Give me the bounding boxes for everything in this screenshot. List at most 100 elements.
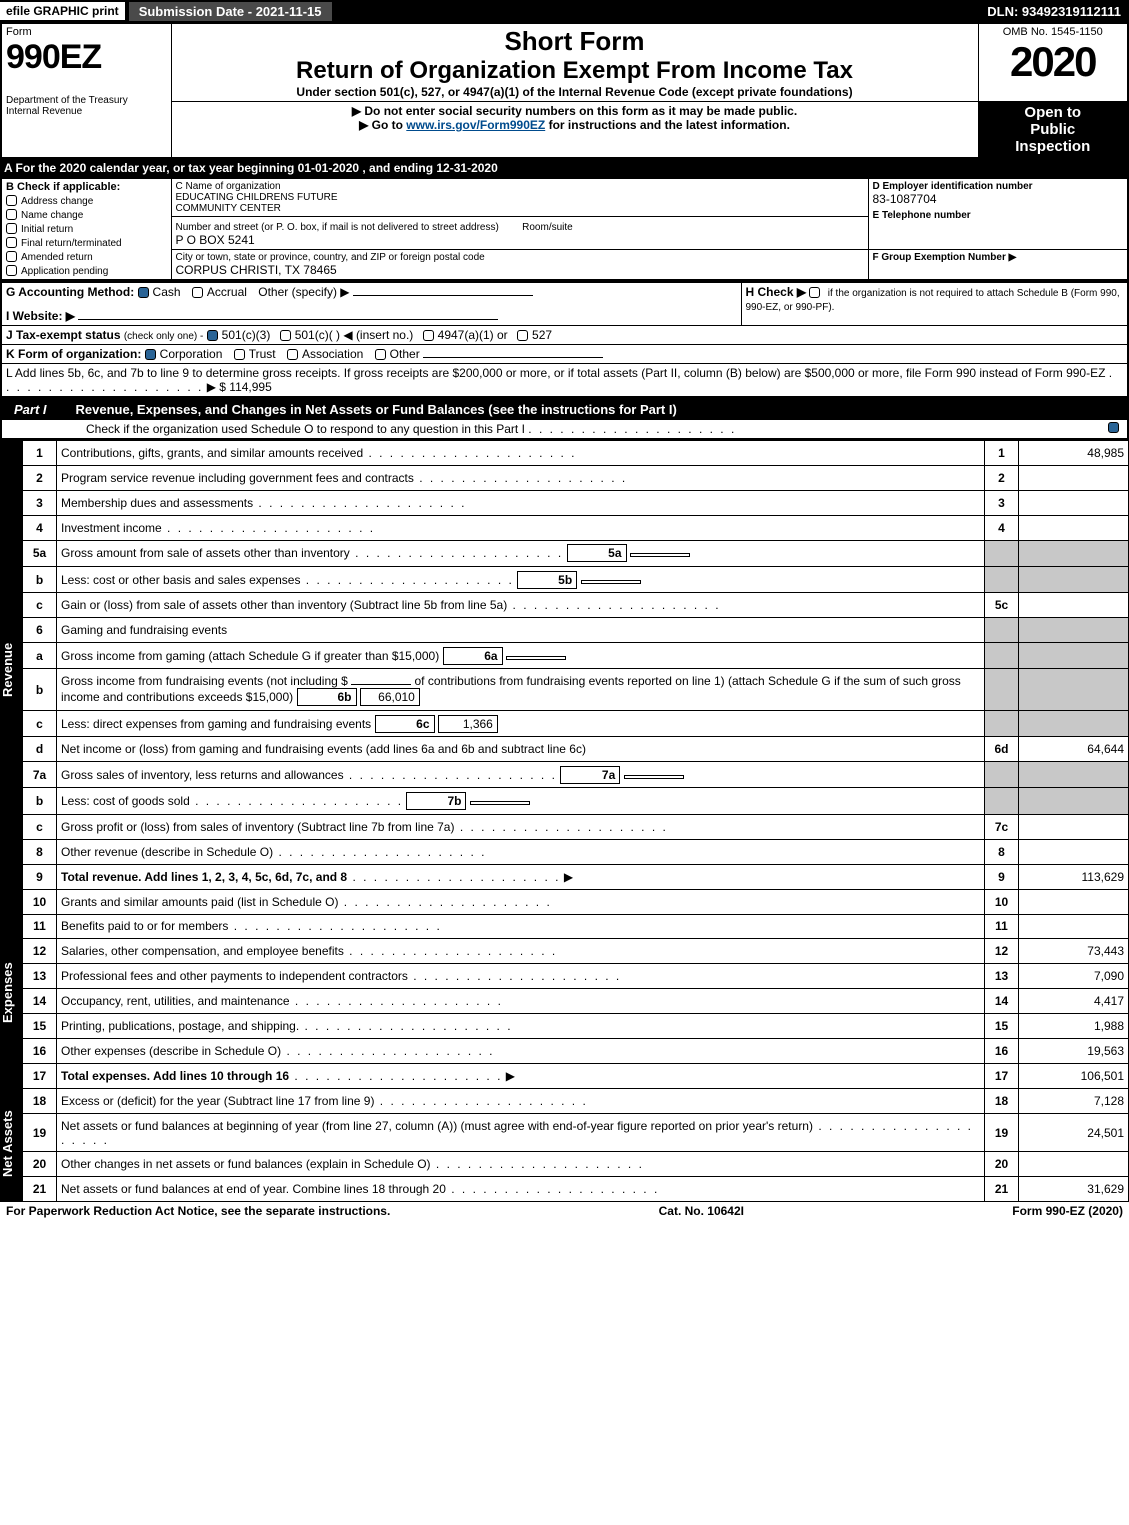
form-word: Form — [6, 26, 167, 38]
inner-amount — [624, 775, 684, 779]
part-i-header: Part I Revenue, Expenses, and Changes in… — [0, 398, 1129, 440]
part-i-title: Revenue, Expenses, and Changes in Net As… — [76, 402, 677, 417]
inner-box-label: 6c — [416, 717, 429, 731]
efile-print-label[interactable]: efile GRAPHIC print — [0, 2, 125, 20]
arrow-icon: ▶ — [506, 1069, 515, 1083]
arrow-icon: ▶ — [564, 870, 573, 884]
amount-cell — [1019, 814, 1129, 839]
table-row: 18Excess or (deficit) for the year (Subt… — [23, 1089, 1129, 1114]
table-row: 11Benefits paid to or for members11 — [23, 914, 1129, 939]
501c3-label: 501(c)(3) — [222, 328, 271, 342]
other-org-label: Other — [390, 347, 420, 361]
accrual-label: Accrual — [207, 285, 247, 299]
inner-amount — [581, 580, 641, 584]
part-i-label: Part I — [6, 400, 55, 419]
amended-return-checkbox[interactable] — [6, 251, 17, 262]
amount-cell — [1019, 593, 1129, 618]
table-row: 19Net assets or fund balances at beginni… — [23, 1114, 1129, 1151]
line-l-arrow: ▶ $ — [207, 380, 226, 394]
under-section: Under section 501(c), 527, or 4947(a)(1)… — [176, 85, 974, 99]
box-f-label: F Group Exemption Number ▶ — [873, 252, 1124, 263]
dept-line1: Department of the Treasury — [6, 95, 167, 106]
line-l-text: L Add lines 5b, 6c, and 7b to line 9 to … — [6, 366, 1105, 380]
tax-year-period: A For the 2020 calendar year, or tax yea… — [0, 159, 1129, 177]
line-text: Salaries, other compensation, and employ… — [61, 944, 344, 958]
table-row: dNet income or (loss) from gaming and fu… — [23, 737, 1129, 762]
line-text: Membership dues and assessments — [61, 496, 253, 510]
amount-cell: 24,501 — [1019, 1114, 1129, 1151]
form-code: 990EZ — [6, 38, 167, 77]
amount-cell — [1019, 1151, 1129, 1176]
amount-cell: 7,128 — [1019, 1089, 1129, 1114]
sched-b-checkbox[interactable] — [809, 287, 820, 298]
name-change-checkbox[interactable] — [6, 209, 17, 220]
inner-box-label: 7b — [447, 794, 461, 808]
address-change-checkbox[interactable] — [6, 195, 17, 206]
line-k-label: K Form of organization: — [6, 347, 141, 361]
table-row: cGross profit or (loss) from sales of in… — [23, 814, 1129, 839]
table-row: 15Printing, publications, postage, and s… — [23, 1014, 1129, 1039]
part-i-check-text: Check if the organization used Schedule … — [86, 422, 525, 436]
room-label: Room/suite — [522, 222, 573, 233]
amount-cell: 19,563 — [1019, 1039, 1129, 1064]
amount-cell — [1019, 889, 1129, 914]
goto-pre: ▶ Go to — [359, 118, 406, 132]
line-text: Gross income from gaming (attach Schedul… — [61, 649, 439, 663]
amount-cell — [1019, 515, 1129, 540]
table-row: 2Program service revenue including gover… — [23, 465, 1129, 490]
goto-post: for instructions and the latest informat… — [549, 118, 790, 132]
line-text: Gain or (loss) from sale of assets other… — [61, 598, 507, 612]
app-pending-checkbox[interactable] — [6, 265, 17, 276]
name-change-label: Name change — [21, 210, 83, 221]
goto-line: ▶ Go to www.irs.gov/Form990EZ for instru… — [176, 118, 974, 132]
accrual-checkbox[interactable] — [192, 287, 203, 298]
sched-o-checkbox[interactable] — [1108, 422, 1119, 433]
line-text: Other changes in net assets or fund bala… — [61, 1157, 431, 1171]
amount-cell: 73,443 — [1019, 939, 1129, 964]
trust-label: Trust — [249, 347, 276, 361]
501c-checkbox[interactable] — [280, 330, 291, 341]
street-label: Number and street (or P. O. box, if mail… — [176, 222, 499, 233]
final-return-checkbox[interactable] — [6, 237, 17, 248]
other-org-checkbox[interactable] — [375, 349, 386, 360]
irs-link[interactable]: www.irs.gov/Form990EZ — [406, 118, 545, 132]
assoc-checkbox[interactable] — [287, 349, 298, 360]
line-text: Gross income from fundraising events (no… — [61, 674, 348, 688]
public: Public — [983, 121, 1124, 138]
dept-line2: Internal Revenue — [6, 106, 167, 117]
table-row: cGain or (loss) from sale of assets othe… — [23, 593, 1129, 618]
line-text: Less: cost or other basis and sales expe… — [61, 573, 300, 587]
ein-value: 83-1087704 — [873, 192, 1124, 206]
line-text: Benefits paid to or for members — [61, 919, 228, 933]
box-e-label: E Telephone number — [873, 210, 1124, 221]
cash-label: Cash — [153, 285, 181, 299]
table-row: 14Occupancy, rent, utilities, and mainte… — [23, 989, 1129, 1014]
initial-return-checkbox[interactable] — [6, 223, 17, 234]
line-text: Total expenses. Add lines 10 through 16 — [61, 1069, 289, 1083]
table-row: 9Total revenue. Add lines 1, 2, 3, 4, 5c… — [23, 864, 1129, 889]
line-text: Gross amount from sale of assets other t… — [61, 546, 350, 560]
footer-mid: Cat. No. 10642I — [659, 1204, 744, 1218]
table-row: 6Gaming and fundraising events — [23, 618, 1129, 643]
4947-checkbox[interactable] — [423, 330, 434, 341]
footer-right: Form 990-EZ (2020) — [1012, 1204, 1123, 1218]
netassets-tab: Net Assets — [0, 1086, 22, 1202]
table-row: bLess: cost or other basis and sales exp… — [23, 567, 1129, 593]
line-text: Grants and similar amounts paid (list in… — [61, 895, 338, 909]
corp-checkbox[interactable] — [145, 349, 156, 360]
line-text: Other revenue (describe in Schedule O) — [61, 845, 273, 859]
short-form-title: Short Form — [176, 26, 974, 57]
table-row: 10Grants and similar amounts paid (list … — [23, 889, 1129, 914]
501c3-checkbox[interactable] — [207, 330, 218, 341]
amount-cell: 7,090 — [1019, 964, 1129, 989]
table-row: 21Net assets or fund balances at end of … — [23, 1176, 1129, 1201]
cash-checkbox[interactable] — [138, 287, 149, 298]
amount-cell — [1019, 839, 1129, 864]
expenses-tab: Expenses — [0, 900, 22, 1086]
amount-cell: 1,988 — [1019, 1014, 1129, 1039]
line-text: Gross sales of inventory, less returns a… — [61, 768, 344, 782]
527-checkbox[interactable] — [517, 330, 528, 341]
table-row: bLess: cost of goods sold 7b — [23, 788, 1129, 814]
trust-checkbox[interactable] — [234, 349, 245, 360]
table-row: 13Professional fees and other payments t… — [23, 964, 1129, 989]
